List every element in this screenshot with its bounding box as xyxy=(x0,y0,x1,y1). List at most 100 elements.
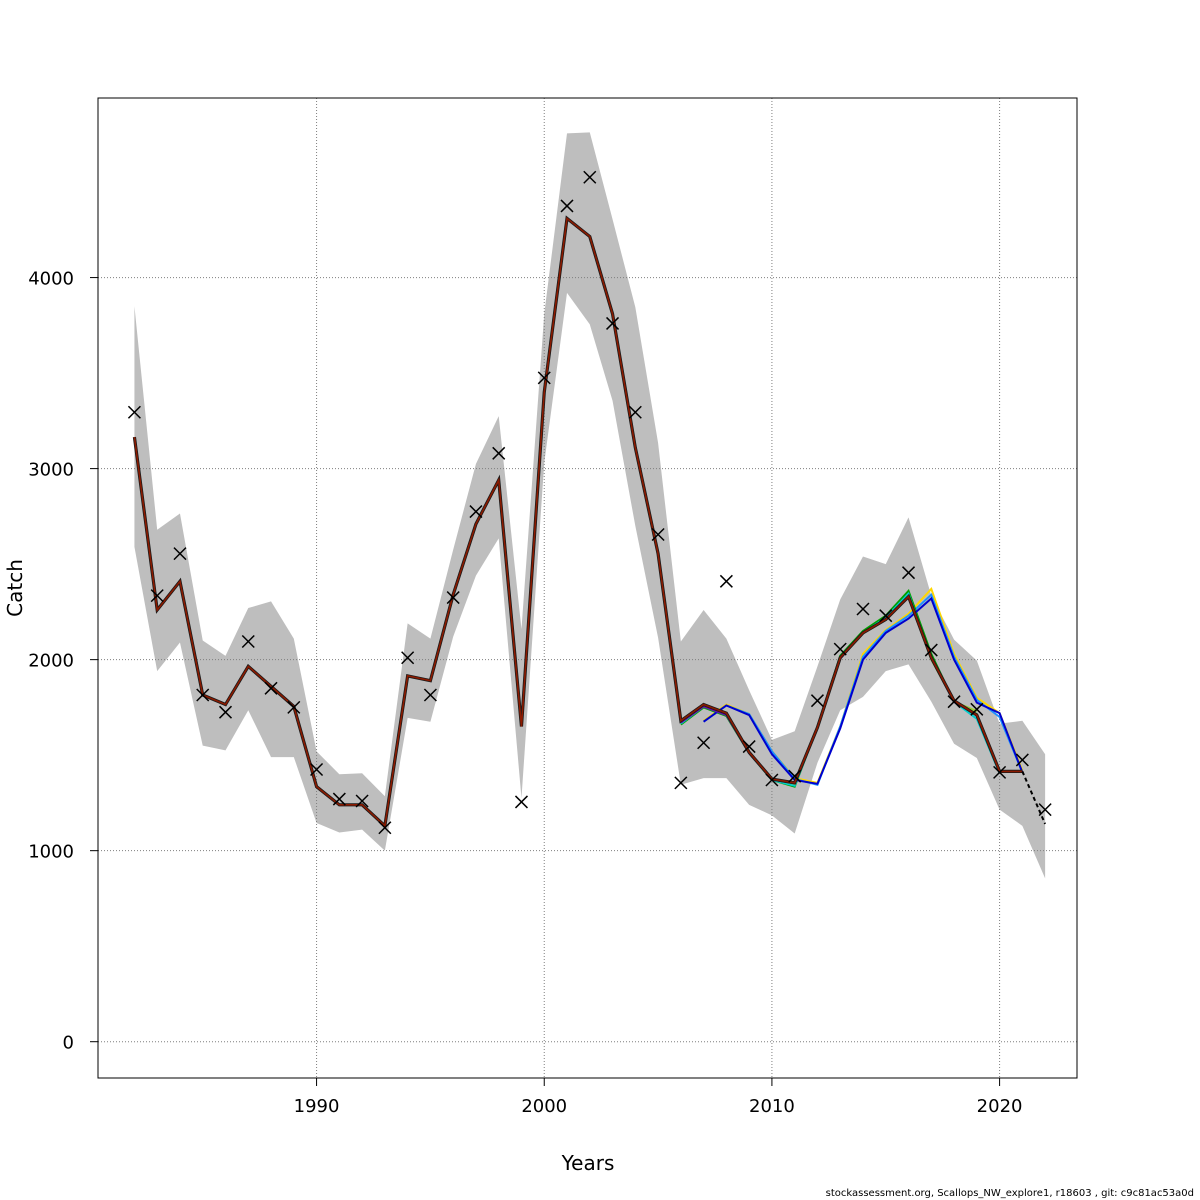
observed-point-stroke xyxy=(218,705,233,719)
confidence-band xyxy=(134,132,1046,879)
observed-point-stroke xyxy=(970,702,984,716)
observed-point-1999 xyxy=(514,795,529,809)
x-tick-label-2000: 2000 xyxy=(521,1096,567,1117)
observed-point-1990 xyxy=(310,762,324,777)
observed-point-1996 xyxy=(446,591,460,605)
retrospective-line-6 xyxy=(703,596,1024,785)
x-axis-title: Years xyxy=(561,1151,615,1175)
observed-point-1991 xyxy=(332,792,346,806)
observed-point-stroke xyxy=(947,695,961,709)
observed-point-stroke xyxy=(537,371,551,385)
observed-point-stroke xyxy=(788,769,802,783)
observed-point-2015 xyxy=(879,609,893,623)
y-tick-label-1000: 1000 xyxy=(28,842,74,863)
observed-point-stroke xyxy=(651,527,665,542)
observed-point-1983 xyxy=(150,589,164,603)
observed-point-1994 xyxy=(401,651,415,665)
observed-point-2021 xyxy=(1015,753,1029,767)
observed-point-2004 xyxy=(628,405,642,419)
observed-point-stroke xyxy=(401,651,415,665)
observed-point-stroke xyxy=(583,170,597,184)
observed-point-stroke xyxy=(150,589,164,603)
observed-point-2000 xyxy=(537,371,551,385)
observed-point-stroke xyxy=(127,405,141,419)
observed-point-stroke xyxy=(287,700,301,714)
y-axis-title: Catch xyxy=(3,559,27,617)
observed-point-1992 xyxy=(355,794,369,808)
observed-point-2006 xyxy=(674,776,688,790)
observed-point-stroke xyxy=(993,765,1007,779)
observed-point-2016 xyxy=(901,566,916,580)
observed-point-1987 xyxy=(241,634,255,649)
observed-point-stroke xyxy=(924,643,938,657)
observed-point-1989 xyxy=(287,700,301,714)
observed-point-stroke xyxy=(446,591,460,605)
observed-point-stroke xyxy=(196,688,210,702)
observed-point-stroke xyxy=(492,446,506,460)
observed-point-2014 xyxy=(856,602,870,616)
y-tick-label-0: 0 xyxy=(63,1033,74,1054)
observed-point-2008 xyxy=(719,574,733,588)
footer-caption: stockassessment.org, Scallops_NW_explore… xyxy=(826,1188,1194,1199)
observed-point-stroke xyxy=(674,776,688,790)
observed-point-2010 xyxy=(765,773,779,787)
axis-layer: 1990 2000 2010 2020 0 1000 2000 3000 4000 xyxy=(28,269,1022,1117)
observed-point-2019 xyxy=(970,702,984,716)
observed-point-stroke xyxy=(901,566,916,580)
observed-point-2018 xyxy=(947,695,961,709)
x-tick-label-1990: 1990 xyxy=(294,1096,340,1117)
observed-point-stroke xyxy=(264,681,278,695)
observed-point-1995 xyxy=(423,688,437,702)
observations-layer xyxy=(127,170,1052,835)
observed-point-stroke xyxy=(606,316,620,330)
y-tick-label-2000: 2000 xyxy=(28,651,74,672)
observed-point-2012 xyxy=(810,694,824,708)
x-tick-label-2010: 2010 xyxy=(749,1096,795,1117)
forecast-line xyxy=(1021,770,1047,825)
fit-line xyxy=(133,216,1023,828)
y-tick-label-3000: 3000 xyxy=(28,460,74,481)
observed-point-2007 xyxy=(697,736,711,750)
observed-point-stroke xyxy=(810,694,824,708)
observed-point-2022 xyxy=(1038,803,1052,817)
observed-point-stroke xyxy=(628,405,642,419)
observed-point-1985 xyxy=(196,688,210,702)
observed-point-stroke xyxy=(719,574,733,588)
observed-point-stroke xyxy=(560,199,574,213)
observed-point-stroke xyxy=(879,609,893,623)
observed-point-2011 xyxy=(788,769,802,783)
grid-layer xyxy=(98,98,1077,1078)
plot-frame xyxy=(97,97,1078,1079)
observed-point-2009 xyxy=(742,740,756,754)
observed-point-stroke xyxy=(765,773,779,787)
observed-point-stroke xyxy=(332,792,346,806)
observed-point-2020 xyxy=(993,765,1007,779)
observed-point-stroke xyxy=(469,505,483,519)
fit-layer xyxy=(132,215,1047,830)
observed-point-1982 xyxy=(127,405,141,419)
observed-point-stroke xyxy=(1015,753,1029,767)
observed-point-2001 xyxy=(560,199,574,213)
observed-point-stroke xyxy=(355,794,369,808)
observed-point-stroke xyxy=(856,602,870,616)
observed-point-stroke xyxy=(241,634,255,649)
observed-point-stroke xyxy=(697,736,711,750)
observed-point-2005 xyxy=(651,527,665,542)
observed-point-stroke xyxy=(742,740,756,754)
observed-point-stroke xyxy=(833,642,847,656)
observed-point-2017 xyxy=(924,643,938,657)
observed-point-1997 xyxy=(469,505,483,519)
observed-point-1984 xyxy=(173,547,187,561)
observed-point-1993 xyxy=(378,821,392,835)
confidence-band-layer xyxy=(134,132,1046,879)
observed-point-2002 xyxy=(583,170,597,184)
observed-point-1986 xyxy=(218,705,233,719)
y-tick-label-4000: 4000 xyxy=(28,269,74,290)
observed-point-1998 xyxy=(492,446,506,460)
observed-point-stroke xyxy=(378,821,392,835)
observed-point-stroke xyxy=(423,688,437,702)
x-tick-label-2020: 2020 xyxy=(977,1096,1023,1117)
observed-point-stroke xyxy=(514,795,529,809)
observed-point-stroke xyxy=(173,547,187,561)
